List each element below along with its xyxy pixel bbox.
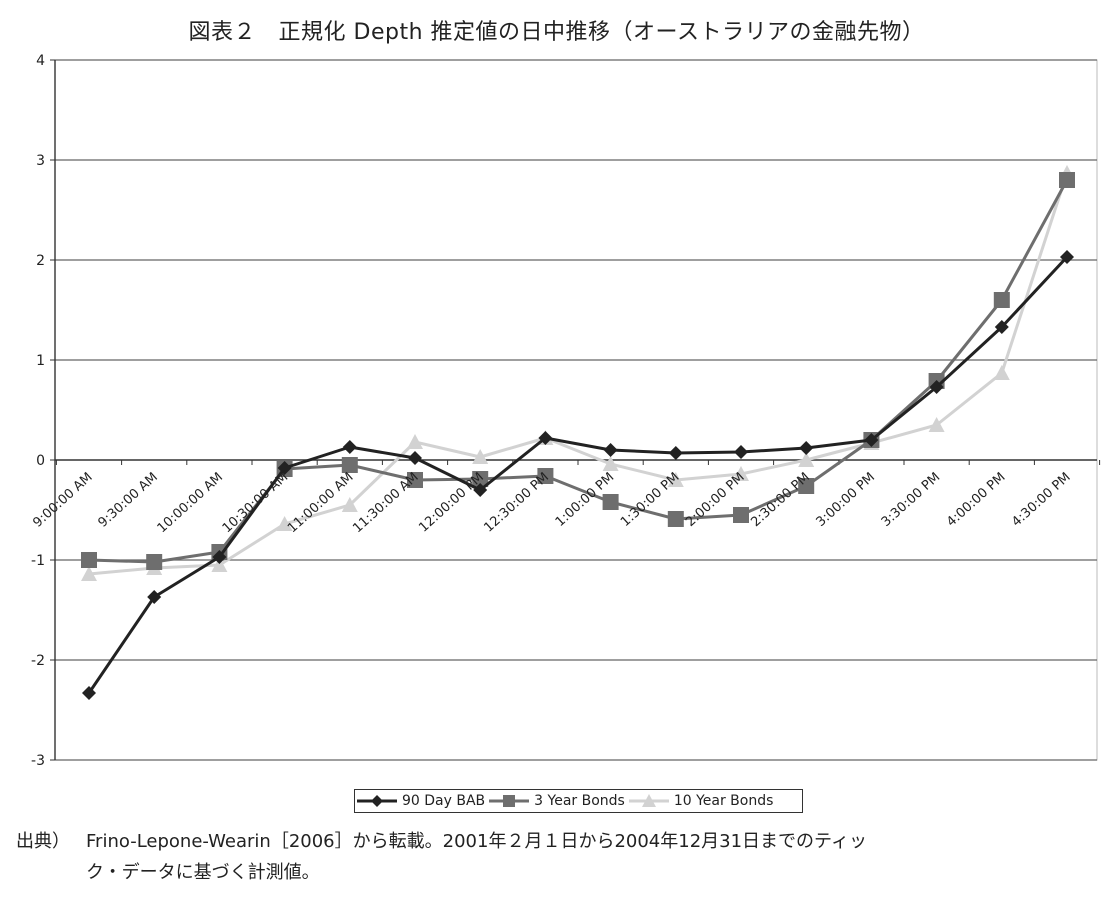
x-tick-label: 10:00:00 AM (155, 470, 226, 536)
data-point-diamond (277, 461, 292, 475)
y-tick-label: -1 (31, 553, 45, 569)
legend-item: 10 Year Bonds (627, 792, 774, 810)
y-tick-label: -2 (31, 653, 45, 669)
data-point-diamond (538, 431, 553, 445)
data-point-square (81, 552, 97, 568)
data-point-diamond (147, 590, 162, 604)
data-point-square (341, 457, 358, 473)
chart-legend: 90 Day BAB 3 Year Bonds 10 Year Bonds (354, 789, 803, 813)
source-text-line2: ク・データに基づく計測値。 (86, 862, 320, 883)
data-point-square (407, 472, 423, 488)
data-point-triangle (472, 449, 489, 464)
legend-label: 3 Year Bonds (534, 793, 625, 809)
data-point-square (537, 468, 554, 484)
chart-title: 図表２ 正規化 Depth 推定値の日中推移（オーストラリアの金融先物） (188, 20, 925, 45)
data-point-triangle (667, 472, 684, 487)
data-point-triangle (407, 434, 423, 449)
data-point-diamond (342, 440, 357, 454)
data-point-diamond (799, 441, 814, 455)
legend-label: 10 Year Bonds (673, 793, 774, 809)
source-label: 出典） (16, 831, 70, 852)
data-point-diamond (603, 443, 618, 457)
legend-item: 90 Day BAB (355, 792, 485, 810)
data-point-diamond (864, 433, 879, 447)
data-point-diamond (82, 686, 96, 700)
data-point-triangle (276, 516, 293, 531)
data-point-triangle (211, 557, 228, 572)
data-point-square (667, 511, 684, 527)
x-tick-label: 2:30:00 PM (748, 470, 813, 530)
data-point-diamond (734, 445, 748, 459)
data-point-triangle (928, 417, 945, 432)
x-tick-label: 9:00:00 AM (30, 470, 95, 531)
data-point-square (472, 471, 489, 487)
y-tick-label: 3 (36, 153, 45, 169)
legend-label: 90 Day BAB (402, 793, 486, 809)
plot-area (54, 59, 1098, 761)
data-point-triangle (798, 452, 815, 467)
data-point-triangle (733, 466, 749, 481)
data-point-triangle (602, 456, 619, 471)
legend-swatch-square (489, 795, 530, 807)
y-tick-label: 0 (36, 453, 45, 469)
x-tick-label: 11:30:00 AM (350, 470, 421, 536)
data-point-square (798, 478, 815, 494)
legend-swatch-triangle (628, 794, 669, 807)
data-point-triangle (81, 566, 97, 581)
y-tick-label: 4 (36, 53, 45, 69)
data-point-diamond (473, 483, 488, 497)
data-point-diamond (929, 380, 944, 394)
legend-item: 3 Year Bonds (487, 792, 625, 810)
data-point-diamond (1060, 250, 1074, 264)
data-point-diamond (994, 320, 1009, 334)
x-tick-label: 4:00:00 PM (944, 470, 1009, 530)
data-point-square (733, 507, 749, 523)
data-point-diamond (668, 446, 683, 460)
y-tick-label: -3 (31, 753, 45, 769)
x-tick-label: 11:00:00 AM (285, 470, 356, 536)
data-point-triangle (341, 497, 358, 512)
y-tick-label: 1 (36, 353, 45, 369)
data-point-triangle (993, 365, 1010, 380)
x-tick-label: 3:30:00 PM (879, 470, 944, 530)
series-line-10-year-bonds (88, 172, 1069, 576)
x-tick-label: 4:30:00 PM (1009, 470, 1074, 530)
source-note: 出典） Frino-Lepone-Wearin［2006］から転載。2001年２月… (16, 826, 1106, 888)
data-point-square (1059, 172, 1075, 188)
data-point-square (146, 554, 163, 570)
data-point-diamond (408, 451, 422, 465)
legend-swatch-diamond (357, 795, 397, 807)
line-chart: -3 -2 -1 0 1 2 3 4 9:00:00 AM 9:30:00 AM10:00:00 … (30, 53, 1101, 769)
data-point-square (602, 494, 619, 510)
x-tick-label: 3:00:00 PM (814, 470, 879, 530)
x-tick-label: 9:30:00 AM (96, 470, 161, 531)
source-text-line1: Frino-Lepone-Wearin［2006］から転載。2001年２月１日か… (86, 831, 867, 852)
data-point-square (993, 292, 1010, 308)
y-tick-label: 2 (36, 253, 45, 269)
data-point-diamond (212, 550, 227, 564)
series-line-90-day-bab (87, 255, 1069, 694)
